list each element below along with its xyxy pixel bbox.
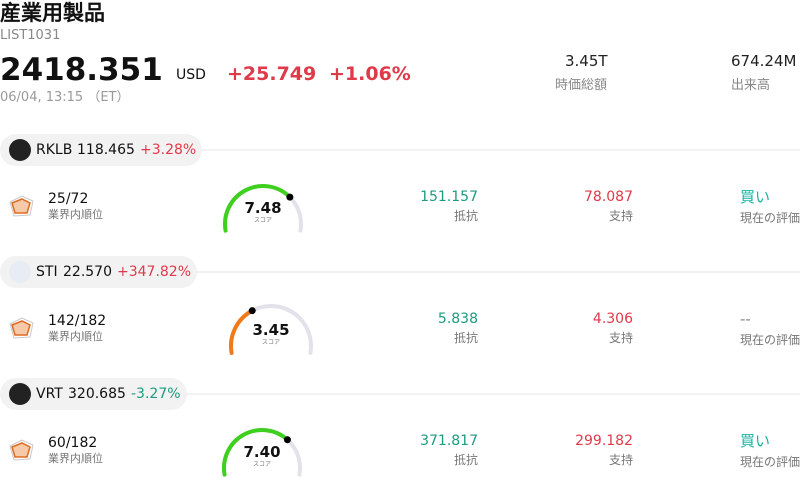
logo [9, 383, 31, 405]
stat-label: 出来高 [731, 78, 771, 93]
stock-price: 320.685 [68, 386, 126, 402]
resistance-label: 抵抗 [453, 453, 478, 467]
score-label: スコア [252, 461, 272, 468]
rank-icon-fill [11, 442, 31, 458]
gauge-dot [248, 307, 256, 315]
support-label: 支持 [608, 453, 633, 467]
support-label: 支持 [608, 331, 633, 345]
rating: 買い [740, 188, 771, 206]
stock-change: +347.82% [117, 264, 192, 280]
change: +25.749 [227, 63, 317, 85]
rank-label: 業界内順位 [48, 452, 103, 465]
rank-label: 業界内順位 [48, 330, 103, 343]
rank-icon [9, 317, 34, 339]
stock-price: 22.570 [63, 264, 112, 280]
rank-icon [9, 195, 34, 217]
support-label: 支持 [608, 209, 633, 223]
rating-label: 現在の評価 [740, 455, 800, 469]
support: 299.182 [575, 433, 633, 449]
score: 7.40 [243, 443, 281, 461]
stat-label: 時価総額 [555, 78, 608, 93]
gauge-dot [283, 436, 291, 444]
ticker: RKLB [36, 142, 73, 158]
resistance: 5.838 [437, 311, 478, 327]
gauge-fill [229, 308, 255, 355]
rank-icon-fill [11, 320, 31, 336]
stock-price: 118.465 [77, 142, 135, 158]
rating: 買い [740, 432, 771, 450]
score-label: スコア [261, 339, 281, 346]
resistance: 371.817 [420, 433, 478, 449]
score: 7.48 [244, 199, 282, 217]
rating-label: 現在の評価 [740, 333, 800, 347]
gauge-dot [286, 193, 294, 201]
title: 産業用製品 [0, 1, 105, 25]
score-label: スコア [253, 217, 273, 224]
rank: 60/182 [48, 435, 98, 451]
resistance-label: 抵抗 [453, 209, 478, 223]
price: 2418.351 [0, 52, 163, 88]
support: 4.306 [592, 311, 633, 327]
stock-change: +3.28% [140, 142, 197, 158]
logo [9, 139, 31, 161]
rank: 25/72 [48, 191, 89, 207]
currency: USD [176, 67, 206, 83]
rating: -- [740, 310, 751, 328]
ticker: STI [36, 264, 58, 280]
support: 78.087 [584, 189, 633, 205]
datetime: 06/04, 13:15 （ET） [0, 90, 130, 105]
score: 3.45 [252, 321, 290, 339]
ticker: VRT [36, 386, 63, 402]
rank-icon [9, 439, 34, 461]
rank-label: 業界内順位 [48, 208, 103, 221]
stat-value: 674.24M [731, 52, 797, 70]
rank: 142/182 [48, 313, 107, 329]
code: LIST1031 [0, 28, 61, 43]
stock-change: -3.27% [131, 386, 181, 402]
resistance: 151.157 [420, 189, 478, 205]
logo [9, 261, 31, 283]
rating-label: 現在の評価 [740, 211, 800, 225]
resistance-label: 抵抗 [453, 331, 478, 345]
stat-value: 3.45T [565, 52, 608, 70]
rank-icon-fill [11, 198, 31, 214]
change-pct: +1.06% [329, 63, 411, 85]
